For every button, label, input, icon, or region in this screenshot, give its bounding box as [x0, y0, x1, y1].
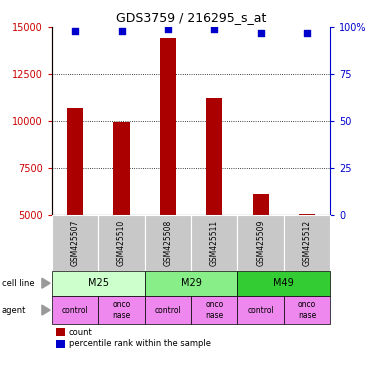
Point: [72, 28, 78, 34]
Text: control: control: [247, 306, 274, 314]
Bar: [206, 98, 222, 215]
Bar: [160, 38, 176, 215]
Text: percentile rank within the sample: percentile rank within the sample: [69, 339, 211, 348]
Bar: [114, 122, 129, 215]
Text: GSM425508: GSM425508: [163, 220, 173, 266]
Bar: [299, 214, 315, 215]
Point: [257, 30, 263, 36]
Text: M25: M25: [88, 278, 109, 288]
Text: GSM425510: GSM425510: [117, 220, 126, 266]
Bar: [253, 194, 269, 215]
Text: onco
nase: onco nase: [112, 300, 131, 320]
Text: GSM425509: GSM425509: [256, 220, 265, 266]
Bar: [67, 108, 83, 215]
Text: GSM425507: GSM425507: [70, 220, 80, 266]
Point: [304, 30, 310, 36]
Text: onco
nase: onco nase: [205, 300, 223, 320]
Point: [119, 28, 125, 34]
Text: cell line: cell line: [2, 279, 35, 288]
Text: count: count: [69, 328, 92, 337]
Text: M29: M29: [181, 278, 201, 288]
Text: control: control: [62, 306, 89, 314]
Point: [211, 26, 217, 32]
Text: GSM425512: GSM425512: [302, 220, 312, 266]
Text: M49: M49: [273, 278, 294, 288]
Point: [165, 26, 171, 32]
Text: control: control: [154, 306, 181, 314]
Text: GSM425511: GSM425511: [210, 220, 219, 266]
Text: onco
nase: onco nase: [298, 300, 316, 320]
Title: GDS3759 / 216295_s_at: GDS3759 / 216295_s_at: [116, 11, 266, 24]
Text: agent: agent: [2, 306, 26, 314]
